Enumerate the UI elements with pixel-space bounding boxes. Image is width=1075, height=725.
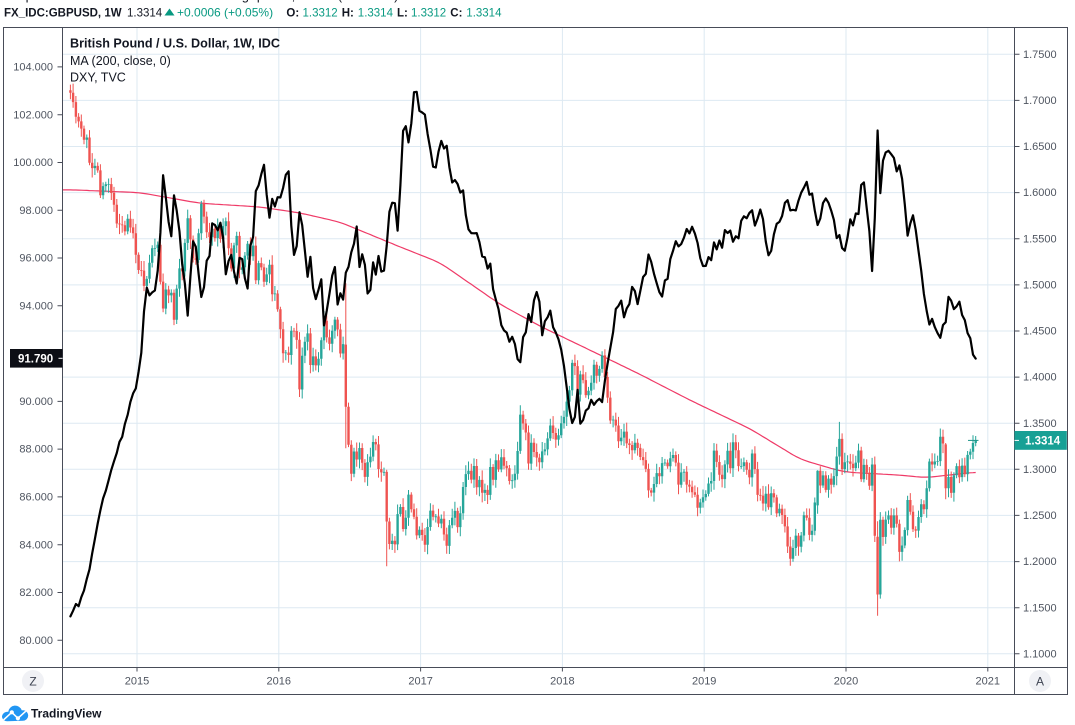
svg-text:1.5000: 1.5000 (1023, 279, 1057, 291)
svg-text:96.000: 96.000 (19, 253, 53, 265)
svg-text:1.5500: 1.5500 (1023, 233, 1057, 245)
svg-text:O:: O: (286, 8, 299, 20)
svg-text:88.000: 88.000 (19, 444, 53, 456)
svg-text:1.2000: 1.2000 (1023, 556, 1057, 568)
svg-text:98.000: 98.000 (19, 205, 53, 217)
svg-text:MA (200, close, 0): MA (200, close, 0) (70, 54, 171, 68)
svg-text:2015: 2015 (125, 676, 149, 688)
svg-text:80.000: 80.000 (19, 635, 53, 647)
svg-text:84.000: 84.000 (19, 539, 53, 551)
svg-text:C:: C: (450, 8, 462, 20)
svg-text:91.790: 91.790 (18, 353, 53, 365)
svg-text:Z: Z (29, 674, 36, 688)
svg-text:British Pound / U.S. Dollar, 1: British Pound / U.S. Dollar, 1W, IDC (70, 37, 280, 51)
svg-text:2016: 2016 (267, 676, 291, 688)
svg-text:H:: H: (342, 8, 354, 20)
svg-text:2019: 2019 (692, 676, 716, 688)
svg-text:2020: 2020 (834, 676, 858, 688)
svg-text:1.3314: 1.3314 (127, 8, 163, 20)
svg-text:90.000: 90.000 (19, 396, 53, 408)
svg-text:Graph: GBP/USD — British Pound: Graph: GBP/USD — British Pound sterling … (4, 0, 399, 3)
svg-text:1.3312: 1.3312 (303, 8, 338, 20)
svg-text:1.3314: 1.3314 (358, 8, 394, 20)
svg-text:102.000: 102.000 (13, 109, 53, 121)
svg-text:1.7000: 1.7000 (1023, 95, 1057, 107)
svg-text:2018: 2018 (550, 676, 574, 688)
svg-text:1.6000: 1.6000 (1023, 187, 1057, 199)
svg-text:1.4500: 1.4500 (1023, 326, 1057, 338)
svg-text:1.7500: 1.7500 (1023, 49, 1057, 61)
svg-text:+0.0006 (+0.05%): +0.0006 (+0.05%) (177, 6, 273, 20)
svg-text:2017: 2017 (408, 676, 432, 688)
svg-text:1.3314: 1.3314 (466, 8, 502, 20)
svg-text:94.000: 94.000 (19, 300, 53, 312)
svg-text:1.1500: 1.1500 (1023, 602, 1057, 614)
svg-text:A: A (1036, 674, 1044, 688)
svg-text:L:: L: (397, 8, 408, 20)
svg-text:1.4000: 1.4000 (1023, 372, 1057, 384)
svg-text:1.3000: 1.3000 (1023, 464, 1057, 476)
svg-text:100.000: 100.000 (13, 157, 53, 169)
svg-text:TradingView: TradingView (31, 706, 102, 720)
svg-text:82.000: 82.000 (19, 587, 53, 599)
svg-text:1.1000: 1.1000 (1023, 648, 1057, 660)
svg-text:86.000: 86.000 (19, 492, 53, 504)
svg-text:1.3500: 1.3500 (1023, 418, 1057, 430)
svg-text:104.000: 104.000 (13, 62, 53, 74)
svg-text:1.2500: 1.2500 (1023, 510, 1057, 522)
svg-text:1.3314: 1.3314 (1025, 436, 1061, 448)
svg-text:FX_IDC:GBPUSD, 1W: FX_IDC:GBPUSD, 1W (4, 8, 122, 20)
svg-text:DXY, TVC: DXY, TVC (70, 71, 126, 85)
svg-text:1.3312: 1.3312 (411, 8, 446, 20)
svg-text:2021: 2021 (976, 676, 1000, 688)
svg-text:1.6500: 1.6500 (1023, 141, 1057, 153)
